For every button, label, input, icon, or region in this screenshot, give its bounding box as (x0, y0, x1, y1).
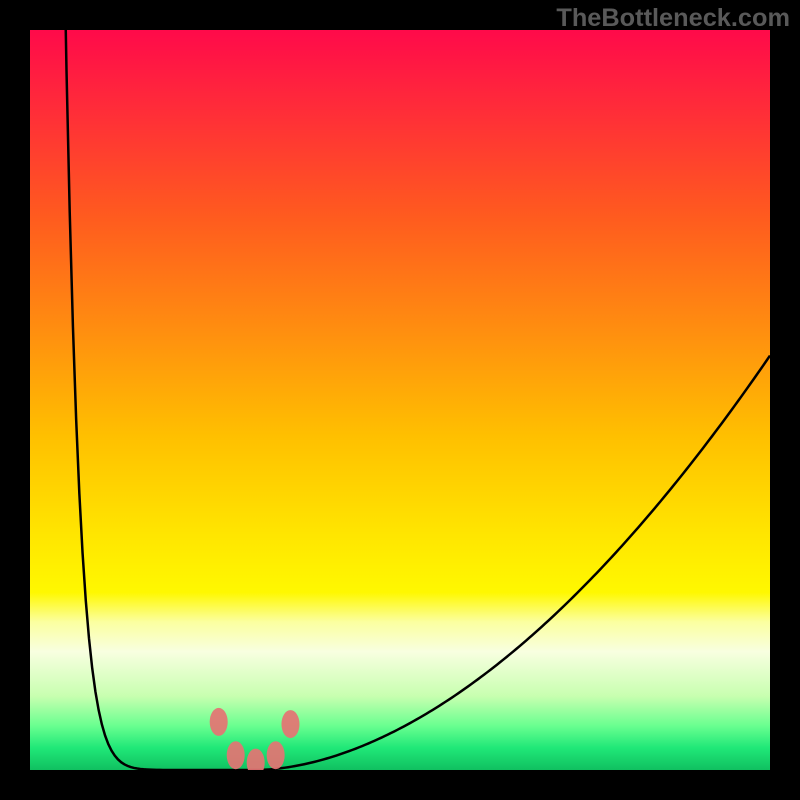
figure-container: TheBottleneck.com (0, 0, 800, 800)
plot-area (30, 30, 770, 770)
curve-marker (227, 741, 245, 769)
watermark-text: TheBottleneck.com (556, 4, 790, 33)
curve-marker (267, 741, 285, 769)
chart-svg (0, 0, 800, 800)
curve-marker (210, 708, 228, 736)
curve-marker (281, 710, 299, 738)
